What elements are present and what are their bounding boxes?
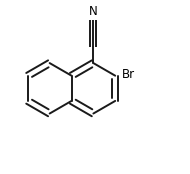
Text: Br: Br bbox=[122, 68, 135, 81]
Text: N: N bbox=[89, 5, 98, 18]
